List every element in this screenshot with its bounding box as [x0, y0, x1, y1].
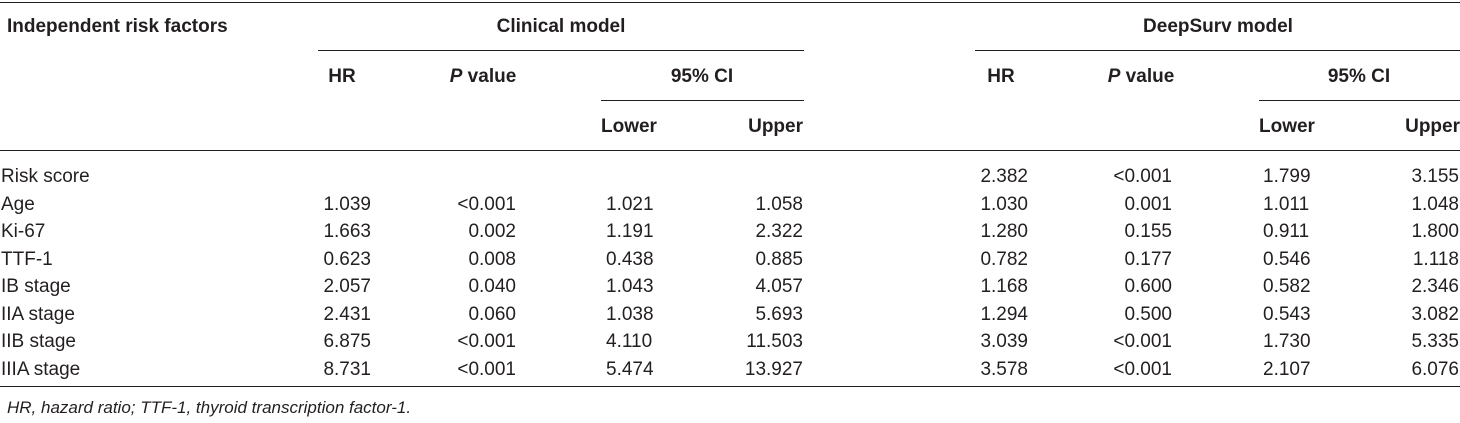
deepsurv-model-header: DeepSurv model [1143, 16, 1293, 37]
deepsurv-hr-cell: 3.578 [980, 358, 1028, 380]
p-suffix: value [1120, 66, 1175, 87]
clinical-hr-cell: 0.623 [323, 248, 371, 270]
row-factor-label: Ki-67 [1, 221, 46, 242]
deepsurv-hr-cell: 1.294 [980, 303, 1028, 325]
deepsurv-p-cell: 0.001 [1124, 193, 1172, 215]
deepsurv-upper-cell: 2.346 [1411, 276, 1459, 297]
clinical-upper-cell: 2.322 [755, 221, 803, 242]
p-italic: P [449, 66, 463, 87]
deepsurv-upper-cell: 1.048 [1411, 193, 1459, 215]
deepsurv-upper-cell: 3.082 [1411, 303, 1459, 325]
clinical-model-header: Clinical model [496, 16, 626, 37]
clinical-lower-cell: 0.438 [606, 248, 654, 270]
clinical-ci-header: 95% CI [670, 66, 734, 87]
deepsurv-hr-cell: 3.039 [980, 331, 1028, 352]
clinical-hr-header: HR [328, 66, 356, 87]
clinical-p-cell: 0.008 [468, 248, 516, 270]
row-factor-label: IIIA stage [1, 358, 81, 380]
clinical-lower-cell: 1.021 [606, 193, 654, 215]
deepsurv-lower-header: Lower [1259, 116, 1315, 137]
deepsurv-upper-header: Upper [1405, 116, 1460, 137]
deepsurv-p-cell: <0.001 [1113, 331, 1172, 352]
clinical-p-cell: <0.001 [457, 358, 516, 380]
clinical-lower-header: Lower [601, 116, 657, 137]
clinical-lower-cell: 1.038 [606, 303, 654, 325]
deepsurv-upper-cell: 6.076 [1411, 358, 1459, 380]
clinical-p-cell: <0.001 [457, 331, 516, 352]
deepsurv-group-rule [975, 50, 1460, 51]
deepsurv-lower-cell: 1.799 [1263, 166, 1311, 187]
deepsurv-p-cell: <0.001 [1113, 166, 1172, 187]
deepsurv-hr-cell: 2.382 [980, 166, 1028, 187]
clinical-hr-cell: 1.663 [323, 221, 371, 242]
clinical-p-cell: <0.001 [457, 193, 516, 215]
deepsurv-upper-cell: 1.118 [1412, 248, 1459, 270]
deepsurv-p-cell: 0.500 [1124, 303, 1172, 325]
deepsurv-hr-header: HR [987, 66, 1015, 87]
clinical-p-cell: 0.060 [468, 303, 516, 325]
clinical-upper-cell: 0.885 [755, 248, 803, 270]
clinical-ci-rule [601, 100, 804, 101]
clinical-upper-header: Upper [748, 116, 803, 137]
deepsurv-hr-cell: 0.782 [980, 248, 1028, 270]
clinical-hr-cell: 6.875 [323, 331, 371, 352]
deepsurv-upper-cell: 1.800 [1411, 221, 1459, 242]
clinical-hr-cell: 8.731 [323, 358, 371, 380]
clinical-upper-cell: 11.503 [746, 331, 803, 352]
clinical-hr-cell: 2.431 [323, 303, 371, 325]
header-bottom-rule [0, 150, 1460, 151]
deepsurv-lower-cell: 1.011 [1263, 193, 1310, 215]
clinical-lower-cell: 1.191 [606, 221, 654, 242]
deepsurv-ci-rule [1259, 100, 1460, 101]
top-rule [0, 2, 1460, 3]
clinical-p-header: P value [450, 66, 517, 88]
deepsurv-upper-cell: 5.335 [1411, 331, 1459, 352]
deepsurv-p-cell: 0.155 [1124, 221, 1172, 242]
table-footnote: HR, hazard ratio; TTF-1, thyroid transcr… [7, 398, 412, 417]
clinical-p-cell: 0.040 [468, 276, 516, 297]
clinical-lower-cell: 4.110 [606, 331, 653, 352]
row-factor-label: Risk score [1, 166, 90, 187]
deepsurv-p-cell: 0.600 [1124, 276, 1172, 297]
deepsurv-p-cell: <0.001 [1113, 358, 1172, 380]
deepsurv-lower-cell: 1.730 [1263, 331, 1311, 352]
deepsurv-hr-cell: 1.168 [980, 276, 1028, 297]
row-factor-label: TTF-1 [1, 248, 53, 270]
clinical-hr-cell: 1.039 [323, 193, 371, 215]
clinical-lower-cell: 1.043 [606, 276, 654, 297]
clinical-group-rule [318, 50, 804, 51]
table-bottom-rule [0, 386, 1460, 387]
deepsurv-hr-cell: 1.030 [980, 193, 1028, 215]
deepsurv-lower-cell: 2.107 [1263, 358, 1311, 380]
row-factor-label: IIB stage [1, 331, 76, 352]
factor-column-header: Independent risk factors [7, 16, 228, 37]
deepsurv-hr-cell: 1.280 [980, 221, 1028, 242]
row-factor-label: IIA stage [1, 303, 75, 325]
deepsurv-ci-header: 95% CI [1327, 66, 1391, 87]
clinical-upper-cell: 5.693 [755, 303, 803, 325]
p-suffix: value [462, 66, 517, 87]
deepsurv-lower-cell: 0.543 [1263, 303, 1311, 325]
deepsurv-p-cell: 0.177 [1124, 248, 1172, 270]
clinical-lower-cell: 5.474 [606, 358, 654, 380]
row-factor-label: IB stage [1, 276, 71, 297]
deepsurv-p-header: P value [1108, 66, 1175, 88]
clinical-upper-cell: 4.057 [755, 276, 803, 297]
clinical-p-cell: 0.002 [468, 221, 516, 242]
clinical-hr-cell: 2.057 [323, 276, 371, 297]
clinical-upper-cell: 1.058 [755, 193, 803, 215]
deepsurv-lower-cell: 0.546 [1263, 248, 1311, 270]
deepsurv-lower-cell: 0.582 [1263, 276, 1311, 297]
row-factor-label: Age [1, 193, 35, 215]
deepsurv-lower-cell: 0.911 [1263, 221, 1310, 242]
p-italic: P [1107, 66, 1121, 87]
clinical-upper-cell: 13.927 [744, 358, 803, 380]
deepsurv-upper-cell: 3.155 [1411, 166, 1459, 187]
